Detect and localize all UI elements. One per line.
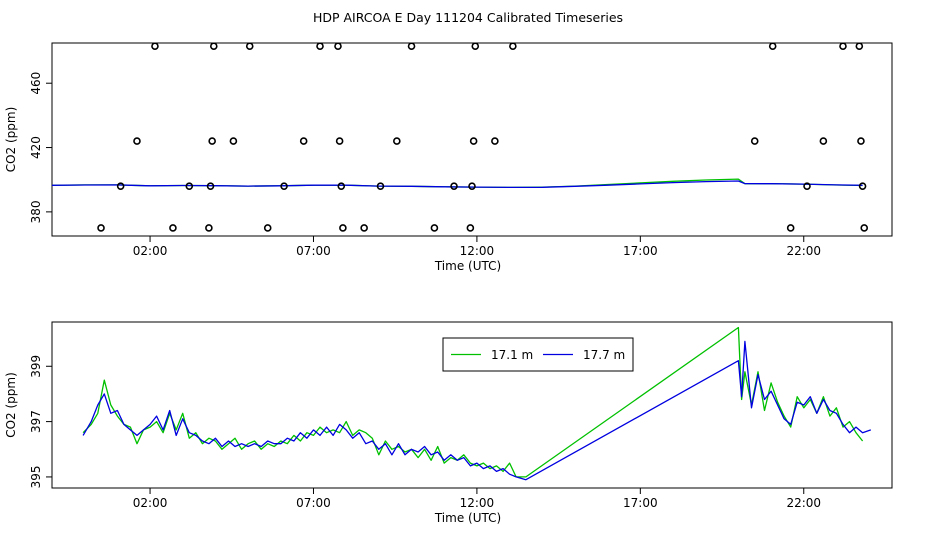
data-point [491, 137, 499, 145]
chart-title: HDP AIRCOA E Day 111204 Calibrated Times… [313, 10, 623, 25]
data-point [335, 137, 344, 145]
x-axis-label: Time (UTC) [434, 511, 501, 525]
data-point [334, 43, 342, 51]
series-line-2 [82, 340, 872, 481]
data-point [858, 182, 867, 190]
y-tick-label: 420 [29, 136, 43, 159]
x-tick-label: 12:00 [460, 244, 495, 258]
data-point [839, 43, 847, 51]
y-tick-label: 380 [29, 200, 43, 223]
plot-frame [51, 321, 893, 489]
plot-area [52, 43, 869, 232]
data-point [133, 137, 141, 145]
x-axis-label: Time (UTC) [434, 259, 501, 273]
y-tick-label: 399 [29, 355, 43, 378]
data-point [209, 43, 218, 51]
data-point [206, 182, 215, 190]
data-point [151, 43, 159, 51]
data-point [819, 137, 828, 145]
y-axis-label: CO2 (ppm) [4, 107, 18, 173]
data-point [750, 137, 759, 145]
y-axis-label: CO2 (ppm) [4, 372, 18, 438]
x-tick-label: 07:00 [296, 244, 331, 258]
legend-label-2: 17.7 m [583, 348, 625, 362]
series-line-2 [52, 180, 863, 189]
data-point [407, 43, 416, 51]
legend-label-1: 17.1 m [491, 348, 533, 362]
data-point [316, 43, 324, 51]
data-point [468, 182, 476, 190]
x-tick-label: 07:00 [296, 496, 331, 510]
data-point [116, 182, 125, 190]
data-point [450, 182, 458, 190]
plot-area [82, 326, 872, 481]
data-point [97, 224, 105, 232]
data-point [471, 43, 480, 51]
data-point [469, 137, 478, 145]
data-point [860, 224, 869, 232]
data-point [376, 182, 385, 190]
x-tick-label: 22:00 [786, 244, 821, 258]
data-point [430, 224, 439, 232]
x-tick-label: 12:00 [460, 496, 495, 510]
co2-timeseries-panel: 02:00 07:00 12:00 17:00 22:00 395 397 399 Time (… [4, 321, 893, 525]
data-point [855, 43, 864, 51]
data-point [205, 224, 213, 232]
data-point [857, 137, 865, 145]
data-point [185, 182, 194, 190]
data-point [393, 137, 401, 145]
data-point [337, 182, 346, 190]
data-point [229, 137, 238, 145]
data-point [299, 137, 308, 145]
data-point [803, 182, 811, 190]
legend: 17.1 m 17.7 m [442, 337, 634, 372]
x-tick-label: 02:00 [133, 244, 168, 258]
data-point [466, 224, 475, 232]
x-tick-label: 17:00 [623, 496, 658, 510]
data-point [360, 224, 368, 232]
data-point [339, 224, 347, 232]
series-line-1 [82, 326, 864, 478]
data-point [509, 43, 517, 51]
x-tick-label: 22:00 [786, 496, 821, 510]
data-point [768, 43, 777, 51]
data-point [245, 43, 254, 51]
y-tick-label: 395 [29, 465, 43, 488]
data-point [786, 224, 795, 232]
x-tick-label: 02:00 [133, 496, 168, 510]
x-tick-label: 17:00 [623, 244, 658, 258]
y-tick-label: 460 [29, 72, 43, 95]
data-point [208, 137, 216, 145]
plot-frame [51, 42, 893, 237]
data-point [280, 182, 288, 190]
data-point [169, 224, 177, 232]
data-point [263, 224, 272, 232]
co2-scatter-panel: 02:00 07:00 12:00 17:00 22:00 380 420 460 Time (… [4, 42, 893, 273]
y-tick-label: 397 [29, 410, 43, 433]
